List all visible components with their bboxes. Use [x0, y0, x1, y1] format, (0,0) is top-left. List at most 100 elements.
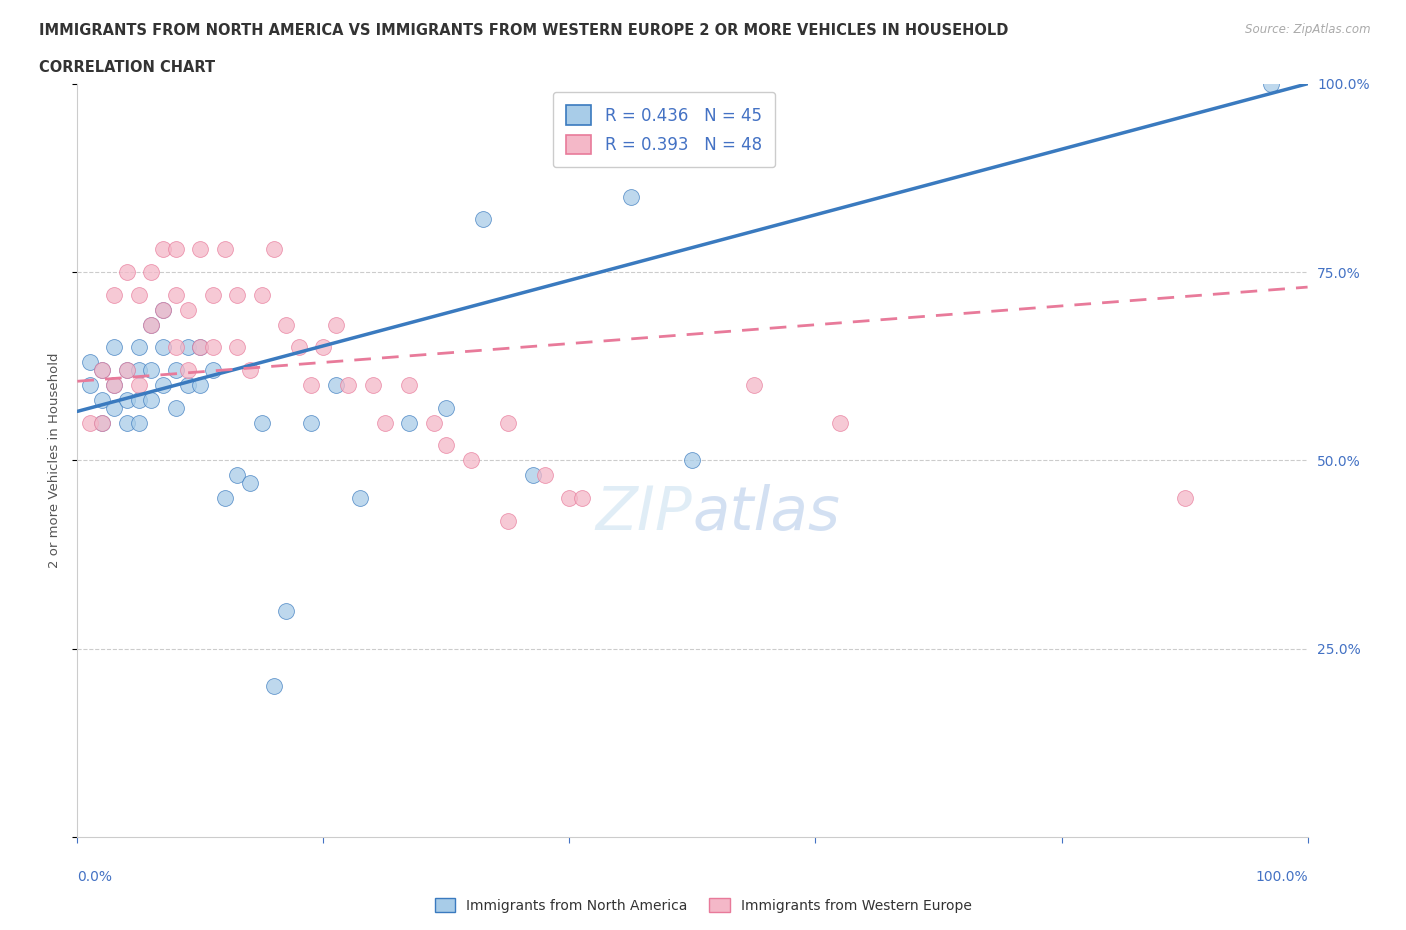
Text: CORRELATION CHART: CORRELATION CHART [39, 60, 215, 75]
Point [103, 339, 125, 354]
Text: Source: ZipAtlas.com: Source: ZipAtlas.com [1246, 23, 1371, 36]
Point [115, 363, 138, 378]
Point [374, 415, 396, 430]
Point [299, 378, 322, 392]
Point [436, 438, 458, 453]
Point [128, 415, 150, 430]
Point [79, 415, 101, 430]
Point [141, 317, 163, 332]
Point [571, 491, 593, 506]
Point [423, 415, 446, 430]
Point [190, 339, 212, 354]
Point [165, 242, 187, 257]
Point [190, 378, 212, 392]
Point [496, 415, 519, 430]
Point [398, 415, 420, 430]
Point [190, 242, 212, 257]
Point [177, 302, 200, 317]
Point [472, 212, 495, 227]
Point [152, 378, 174, 392]
Point [325, 378, 347, 392]
Point [214, 491, 236, 506]
Point [141, 317, 163, 332]
Point [165, 339, 187, 354]
Point [165, 400, 187, 415]
Text: IMMIGRANTS FROM NORTH AMERICA VS IMMIGRANTS FROM WESTERN EUROPE 2 OR MORE VEHICL: IMMIGRANTS FROM NORTH AMERICA VS IMMIGRA… [39, 23, 1008, 38]
Point [349, 491, 371, 506]
Point [682, 453, 704, 468]
Point [263, 242, 285, 257]
Point [115, 264, 138, 279]
Point [830, 415, 852, 430]
Point [276, 604, 298, 618]
Point [128, 378, 150, 392]
Text: atlas: atlas [693, 484, 841, 542]
Point [177, 378, 200, 392]
Legend: R = 0.436   N = 45, R = 0.393   N = 48: R = 0.436 N = 45, R = 0.393 N = 48 [553, 92, 775, 167]
Point [496, 513, 519, 528]
Y-axis label: 2 or more Vehicles in Household: 2 or more Vehicles in Household [48, 352, 60, 568]
Point [165, 287, 187, 302]
Point [742, 378, 765, 392]
Point [152, 242, 174, 257]
Point [299, 415, 322, 430]
Point [128, 339, 150, 354]
Point [115, 415, 138, 430]
Point [263, 679, 285, 694]
Point [558, 152, 581, 166]
Point [250, 287, 273, 302]
Point [620, 190, 643, 205]
Point [115, 392, 138, 407]
Point [128, 363, 150, 378]
Point [276, 317, 298, 332]
Point [79, 378, 101, 392]
Point [128, 287, 150, 302]
Text: 0.0%: 0.0% [77, 870, 112, 884]
Point [337, 378, 360, 392]
Point [90, 415, 114, 430]
Point [436, 400, 458, 415]
Point [534, 468, 557, 483]
Point [1260, 76, 1282, 91]
Point [361, 378, 384, 392]
Point [90, 363, 114, 378]
Point [177, 363, 200, 378]
Text: 100.0%: 100.0% [1256, 870, 1308, 884]
Point [128, 392, 150, 407]
Point [250, 415, 273, 430]
Point [90, 415, 114, 430]
Point [141, 264, 163, 279]
Point [460, 453, 482, 468]
Point [325, 317, 347, 332]
Point [522, 468, 544, 483]
Point [226, 468, 249, 483]
Point [312, 339, 335, 354]
Point [214, 242, 236, 257]
Point [1174, 491, 1197, 506]
Point [103, 378, 125, 392]
Point [201, 339, 224, 354]
Point [201, 287, 224, 302]
Point [152, 302, 174, 317]
Point [165, 363, 187, 378]
Point [226, 287, 249, 302]
Point [152, 339, 174, 354]
Point [152, 302, 174, 317]
Point [239, 363, 262, 378]
Text: ZIP: ZIP [596, 484, 693, 542]
Point [115, 363, 138, 378]
Point [90, 392, 114, 407]
Point [239, 475, 262, 490]
Point [201, 363, 224, 378]
Point [288, 339, 311, 354]
Point [141, 363, 163, 378]
Point [558, 491, 581, 506]
Point [190, 339, 212, 354]
Point [103, 400, 125, 415]
Point [226, 339, 249, 354]
Point [90, 363, 114, 378]
Point [177, 339, 200, 354]
Point [79, 355, 101, 370]
Point [398, 378, 420, 392]
Point [103, 378, 125, 392]
